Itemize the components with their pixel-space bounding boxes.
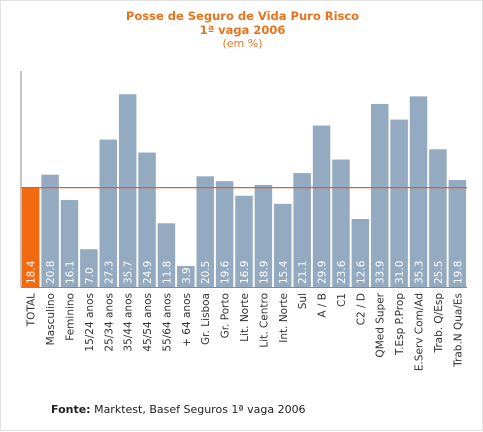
value-label-19: 31.0 [394,261,406,284]
value-label-10: 19.6 [220,260,232,284]
bar-10 [215,181,234,287]
chart-subtitle: 1ª vaga 2006 [199,23,286,37]
bar-17 [351,218,370,287]
bar-20 [409,96,428,287]
value-label-9: 20.5 [200,261,212,284]
category-label-8: + 64 anos [181,293,193,347]
source-text: Marktest, Basef Seguros 1ª vaga 2006 [94,403,306,416]
category-label-7: 55/64 anos [161,293,173,352]
category-label-16: C1 [336,293,348,307]
bar-8 [177,265,195,287]
category-label-1: Masculino [45,293,57,345]
category-label-12: Lit. Centro [258,293,270,348]
category-label-22: Trab.N Qua/Es [452,293,464,368]
category-label-15: A / B [317,293,329,318]
category-label-4: 25/34 anos [103,293,115,352]
value-label-4: 27.3 [103,261,115,284]
source-note: Fonte: Marktest, Basef Seguros 1ª vaga 2… [51,403,306,416]
bar-12 [254,184,273,287]
category-label-9: Gr. Lisboa [200,293,212,345]
category-label-13: Int. Norte [278,293,290,343]
bar-0 [21,187,40,287]
bar-13 [274,203,292,287]
category-label-2: Feminino [64,293,76,341]
category-label-6: 45/54 anos [142,293,154,352]
value-label-16: 23.6 [336,260,348,284]
bar-4 [99,139,118,287]
value-label-14: 21.1 [297,261,309,284]
source-label: Fonte: [51,403,91,416]
category-label-5: 35/44 anos [123,293,135,352]
value-label-18: 33.9 [375,261,387,284]
bar-11 [235,195,253,287]
value-label-5: 35.7 [123,261,135,284]
value-label-12: 18.9 [258,261,270,284]
value-label-21: 25.5 [433,261,445,284]
category-label-3: 15/24 anos [84,293,96,352]
bar-9 [196,176,214,287]
value-label-7: 11.8 [161,261,173,284]
bar-15 [312,125,331,287]
value-label-1: 20.8 [45,261,57,284]
category-label-10: Gr. Porto [220,293,232,338]
bar-7 [157,223,176,287]
category-label-19: T.Esp P.Prop [394,293,406,356]
bar-14 [293,173,311,287]
bar-16 [332,159,350,287]
bar-3 [80,249,98,287]
value-label-0: 18.4 [26,260,38,284]
bar-6 [138,152,156,287]
bar-2 [60,200,79,287]
bar-22 [448,180,467,287]
chart-title: Posse de Seguro de Vida Puro Risco [125,9,360,23]
value-label-22: 19.8 [452,261,464,284]
category-label-11: Lit. Norte [239,293,251,342]
value-label-2: 16.1 [64,261,76,284]
chart-title-block: Posse de Seguro de Vida Puro Risco 1ª va… [1,9,483,51]
value-label-17: 12.6 [355,260,367,284]
bar-5 [118,94,137,287]
value-label-20: 35.3 [414,261,426,284]
category-label-21: Trab. Q/Esp [433,293,445,354]
bar-19 [390,119,408,287]
bar-1 [41,174,59,287]
value-label-13: 15.4 [278,260,290,284]
value-label-15: 29.9 [317,261,329,284]
category-label-14: Sul [297,293,309,309]
chart-unit-label: (em %) [222,37,263,50]
value-label-11: 16.9 [239,261,251,284]
value-label-6: 24.9 [142,261,154,284]
value-label-8: 3.9 [181,267,193,284]
category-label-20: E.Serv Com/Ad [414,293,426,371]
bar-21 [429,149,447,287]
bar-18 [370,103,389,287]
category-label-18: QMed Super [375,292,387,357]
category-label-17: C2 / D [355,293,367,325]
value-label-3: 7.0 [84,267,96,284]
category-label-0: TOTAL [26,293,38,327]
